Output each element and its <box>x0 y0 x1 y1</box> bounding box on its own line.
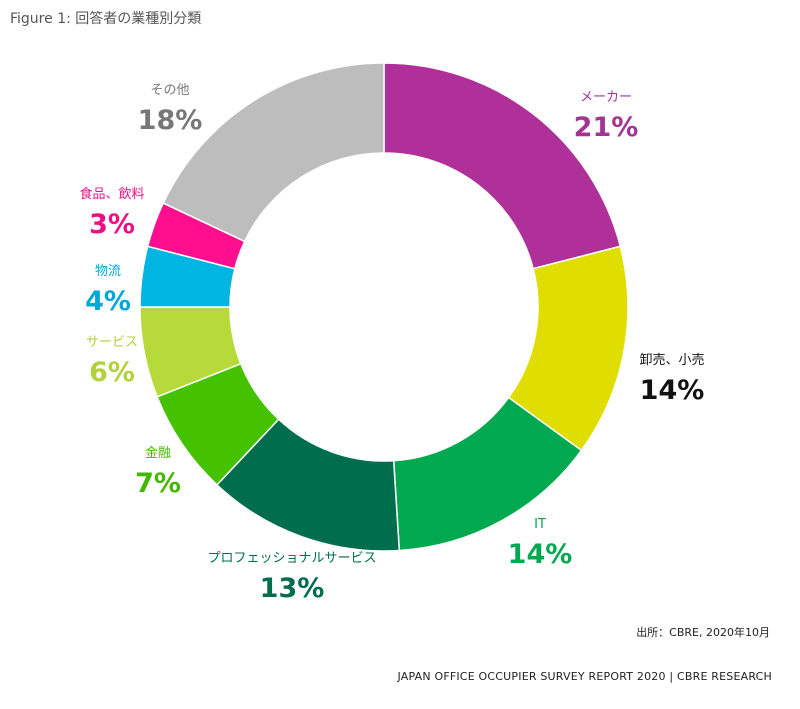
slice-category-label: 卸売、小売 <box>639 352 704 368</box>
slice-labels: メーカー 21% 卸売、小売 14% IT 14% プロフェッショナルサービス 13% 金融 7%… <box>79 83 704 604</box>
report-footer: JAPAN OFFICE OCCUPIER SURVEY REPORT 2020… <box>397 670 772 683</box>
slice-category-label: プロフェッショナルサービス <box>207 551 376 566</box>
slice-category-label: IT <box>534 517 546 532</box>
slice-category-label: 金融 <box>145 445 171 461</box>
slice-percent-label: 3% <box>89 209 135 240</box>
slice-percent-label: 18% <box>138 105 203 136</box>
donut-slice <box>383 62 622 270</box>
slice-percent-label: 13% <box>260 573 325 604</box>
slice-category-label: その他 <box>150 83 189 98</box>
slice-percent-label: 21% <box>574 112 639 143</box>
slice-percent-label: 6% <box>89 357 135 388</box>
figure-title: Figure 1: 回答者の業種別分類 <box>10 11 202 27</box>
donut-slice <box>162 62 385 243</box>
slice-percent-label: 7% <box>135 468 181 499</box>
slice-percent-label: 14% <box>508 539 573 570</box>
slice-category-label: メーカー <box>580 90 632 105</box>
slice-category-label: 食品、飲料 <box>79 186 144 202</box>
slice-category-label: サービス <box>86 335 138 350</box>
slice-percent-label: 4% <box>85 286 131 317</box>
slice-category-label: 物流 <box>95 264 121 279</box>
source-note: 出所：CBRE, 2020年10月 <box>636 626 770 639</box>
slice-percent-label: 14% <box>640 375 705 406</box>
donut-slices <box>139 62 629 552</box>
